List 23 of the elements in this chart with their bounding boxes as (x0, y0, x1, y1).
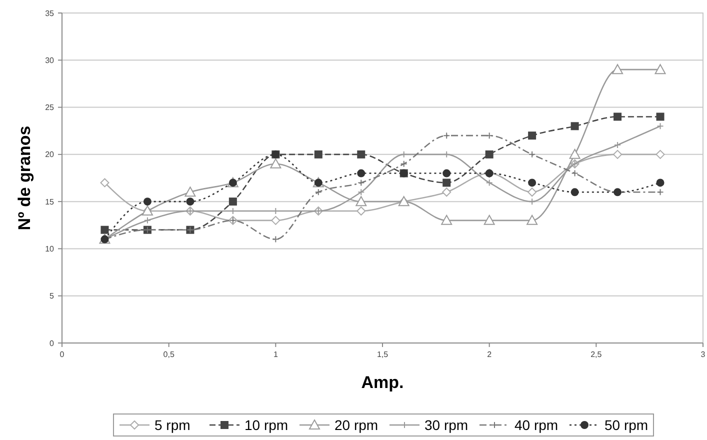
x-tick-label: 1 (273, 350, 278, 359)
y-tick-label: 10 (45, 244, 55, 254)
y-tick-label: 0 (50, 338, 55, 348)
legend-label: 5 rpm (154, 416, 190, 433)
x-axis-title: Amp. (361, 373, 404, 392)
x-tick-label: 2 (487, 350, 492, 359)
legend-label: 50 rpm (604, 416, 648, 433)
y-tick-label: 25 (45, 103, 55, 112)
legend-label: 40 rpm (514, 416, 558, 433)
y-tick-label: 20 (45, 150, 55, 160)
x-tick-label: 0 (60, 350, 65, 359)
x-tick-label: 3 (700, 350, 706, 359)
y-tick-label: 35 (45, 8, 55, 18)
legend-label: 30 rpm (424, 416, 468, 433)
y-axis-title: Nº de granos (15, 126, 34, 230)
y-tick-label: 15 (45, 197, 55, 206)
y-tick-label: 5 (50, 292, 55, 301)
x-tick-label: 2,5 (590, 350, 602, 359)
y-tick-label: 30 (45, 56, 55, 65)
x-tick-label: 1,5 (376, 350, 389, 359)
legend-label: 20 rpm (334, 416, 378, 433)
legend-label: 10 rpm (244, 416, 288, 433)
x-tick-label: 0,5 (163, 350, 175, 359)
